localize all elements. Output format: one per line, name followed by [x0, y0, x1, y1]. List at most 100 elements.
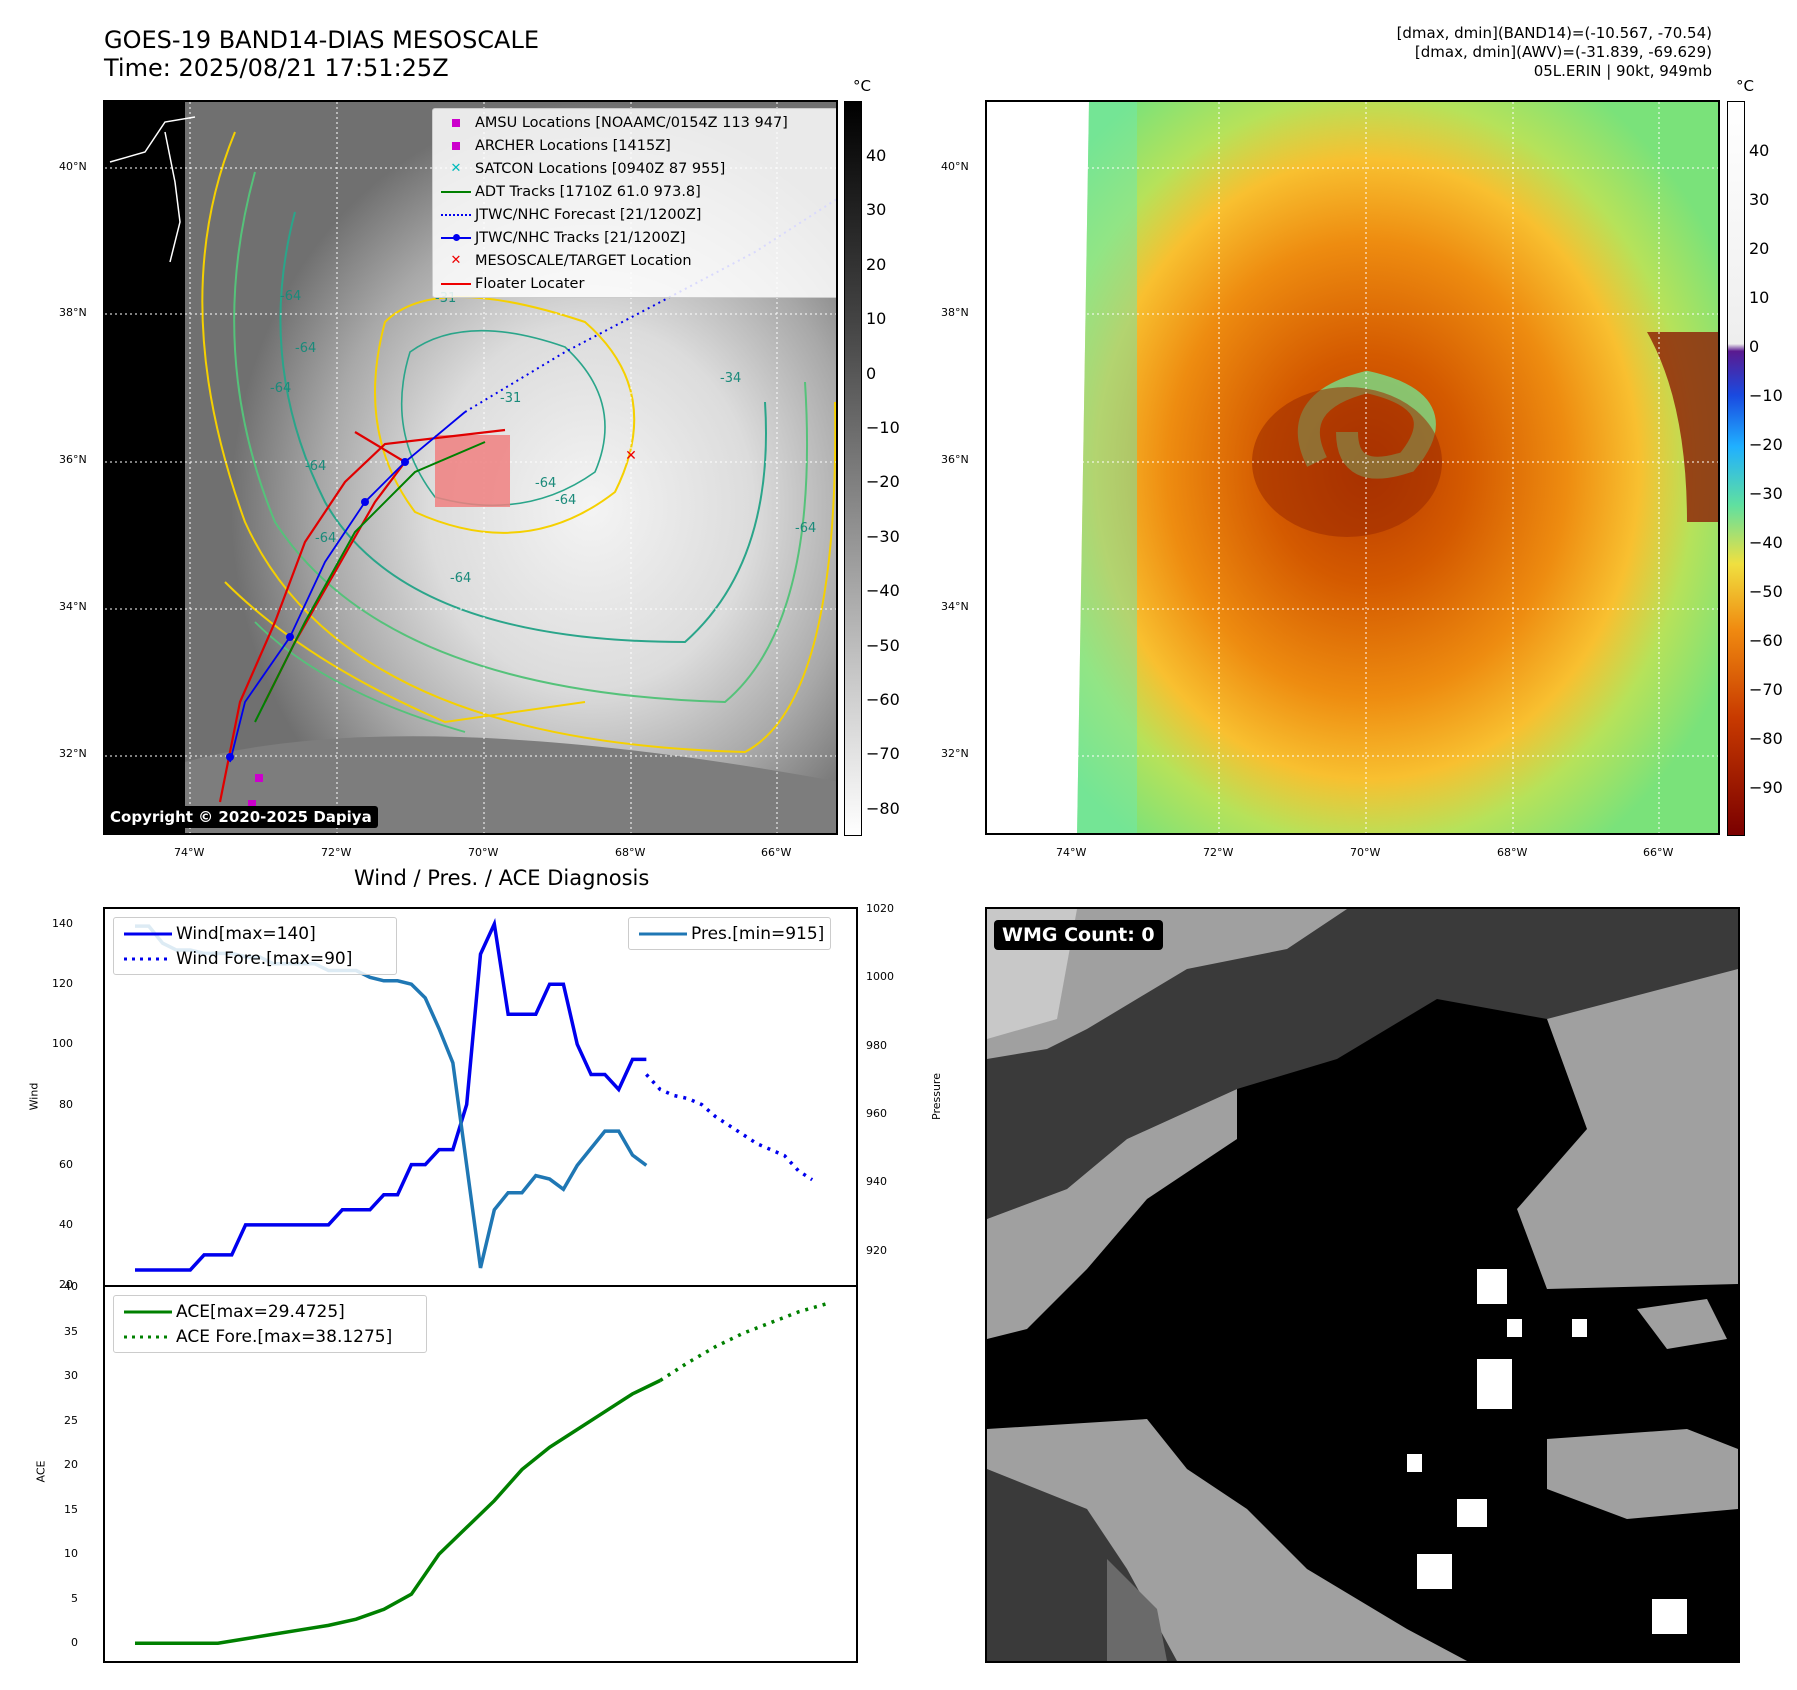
colorbar-tick: 30: [866, 200, 887, 220]
wmg-count-badge: WMG Count: 0: [994, 920, 1163, 950]
lat-tick-label: 40°N: [941, 160, 969, 173]
colorbar-tick: −70: [866, 744, 900, 764]
lon-tick-label: 74°W: [174, 846, 205, 859]
lat-tick-label: 38°N: [59, 306, 87, 319]
legend-marker: [437, 190, 475, 193]
colorbar-unit-right: °C: [1736, 77, 1754, 95]
colorbar-tick: −40: [1749, 533, 1783, 552]
wind-tick-label: 20: [59, 1278, 73, 1291]
wind-tick-label: 120: [52, 977, 73, 991]
legend-item: JTWC/NHC Forecast [21/1200Z]: [437, 203, 836, 226]
figure-title: GOES-19 BAND14-DIAS MESOSCALE Time: 2025…: [104, 26, 539, 82]
wind-tick-label: 60: [59, 1157, 73, 1171]
contour-label: -64: [305, 459, 326, 474]
legend-item: ✕ SATCON Locations [0940Z 87 955]: [437, 157, 836, 180]
awv-colorbar: [1727, 101, 1745, 836]
ace-legend-swatch: [124, 1310, 172, 1313]
wmg-panel: [985, 907, 1740, 1663]
colorbar-tick: 30: [1749, 190, 1770, 209]
colorbar-tick: −20: [866, 472, 900, 492]
svg-text:✕: ✕: [625, 448, 637, 464]
colorbar-tick: −10: [866, 418, 900, 437]
wind-legend: Wind[max=140] Wind Fore.[max=90]: [113, 917, 397, 975]
lat-tick-label: 40°N: [59, 160, 87, 173]
legend-label: MESOSCALE/TARGET Location: [475, 252, 692, 269]
lat-tick-label: 38°N: [941, 306, 969, 319]
contour-label: -64: [450, 571, 471, 586]
ace-axis-label: ACE: [34, 1460, 48, 1483]
copyright-badge: Copyright © 2020-2025 Dapiya: [104, 806, 378, 828]
contour-label: -34: [720, 371, 741, 386]
contour-label: -64: [270, 381, 291, 396]
wmg-image: [987, 909, 1738, 1661]
contour-label: -31: [500, 391, 521, 406]
legend-label: ADT Tracks [1710Z 61.0 973.8]: [475, 183, 701, 200]
colorbar-tick: −80: [1749, 729, 1783, 748]
legend-label: ARCHER Locations [1415Z]: [475, 137, 671, 154]
ace-tick-label: 40: [64, 1280, 78, 1293]
legend-label: AMSU Locations [NOAAMC/0154Z 113 947]: [475, 114, 788, 131]
contour-label: -64: [280, 289, 301, 304]
pressure-tick-label: 960: [866, 1107, 887, 1121]
ace-chart: ACE[max=29.4725] ACE Fore.[max=38.1275]: [103, 1285, 858, 1663]
legend-marker: [437, 213, 475, 216]
colorbar-tick: −60: [866, 690, 900, 709]
colorbar-tick: −50: [1749, 582, 1783, 601]
pressure-tick-label: 1000: [866, 970, 894, 984]
colorbar-tick: −30: [866, 526, 900, 546]
map-legend: AMSU Locations [NOAAMC/0154Z 113 947] ARC…: [432, 108, 836, 298]
lat-tick-label: 36°N: [941, 453, 969, 466]
ace-tick-label: 10: [64, 1547, 78, 1561]
legend-item: ARCHER Locations [1415Z]: [437, 134, 836, 157]
lat-tick-label: 34°N: [941, 600, 969, 613]
legend-marker: ✕: [450, 253, 462, 268]
wind-fore-legend-swatch: [124, 957, 172, 960]
wind-tick-label: 100: [52, 1037, 73, 1051]
colorbar-unit: °C: [853, 77, 871, 95]
lon-tick-label: 72°W: [321, 846, 352, 859]
legend-item: ADT Tracks [1710Z 61.0 973.8]: [437, 180, 836, 203]
pres-legend-label: Pres.[min=915]: [691, 923, 825, 944]
pressure-tick-label: 1020: [866, 902, 894, 915]
legend-marker: [437, 233, 475, 241]
ace-tick-label: 20: [64, 1458, 78, 1472]
lat-tick-label: 32°N: [941, 747, 969, 760]
ace-tick-label: 5: [71, 1591, 78, 1605]
pressure-legend: Pres.[min=915]: [628, 917, 832, 950]
legend-label: JTWC/NHC Forecast [21/1200Z]: [475, 206, 702, 223]
ace-tick-label: 30: [64, 1369, 78, 1383]
lat-tick-label: 34°N: [59, 600, 87, 613]
legend-item: Floater Locater: [437, 272, 836, 295]
lon-tick-label: 70°W: [1350, 846, 1381, 859]
band14-map: ✕ -64 -64 -64 -64 -64 -64 -31 -34 -31 -6…: [103, 100, 838, 835]
contour-label: -64: [795, 521, 816, 536]
legend-marker: [437, 282, 475, 285]
legend-item: ✕ MESOSCALE/TARGET Location: [437, 249, 836, 272]
colorbar-tick: −90: [1749, 778, 1783, 797]
info-line-1: [dmax, dmin](BAND14)=(-10.567, -70.54): [1396, 24, 1712, 42]
wind-tick-label: 40: [59, 1217, 73, 1231]
colorbar-tick: −30: [1749, 484, 1783, 503]
colorbar-tick: 10: [1749, 288, 1770, 307]
lon-tick-label: 74°W: [1056, 846, 1087, 859]
title-line-2: Time: 2025/08/21 17:51:25Z: [104, 54, 449, 82]
colorbar-tick: −70: [1749, 680, 1783, 699]
wind-fore-legend-label: Wind Fore.[max=90]: [176, 948, 353, 969]
ace-fore-legend-label: ACE Fore.[max=38.1275]: [176, 1326, 393, 1347]
wind-forecast-line: [645, 1073, 814, 1182]
legend-label: SATCON Locations [0940Z 87 955]: [475, 160, 726, 177]
contour-label: -64: [315, 531, 336, 546]
ace-tick-label: 25: [64, 1413, 78, 1427]
lat-tick-label: 32°N: [59, 747, 87, 760]
ace-tick-label: 0: [71, 1636, 78, 1650]
contour-label: -64: [555, 493, 576, 508]
wind-tick-label: 140: [52, 917, 73, 931]
legend-label: JTWC/NHC Tracks [21/1200Z]: [475, 229, 686, 246]
colorbar-tick: −60: [1749, 631, 1783, 650]
colorbar-tick: −80: [866, 798, 900, 818]
ace-legend-label: ACE[max=29.4725]: [176, 1301, 345, 1322]
pressure-series-line: [135, 924, 648, 1269]
lat-tick-label: 36°N: [59, 453, 87, 466]
storm-info: [dmax, dmin](BAND14)=(-10.567, -70.54) […: [1397, 24, 1712, 81]
colorbar-tick: −20: [1749, 435, 1783, 454]
